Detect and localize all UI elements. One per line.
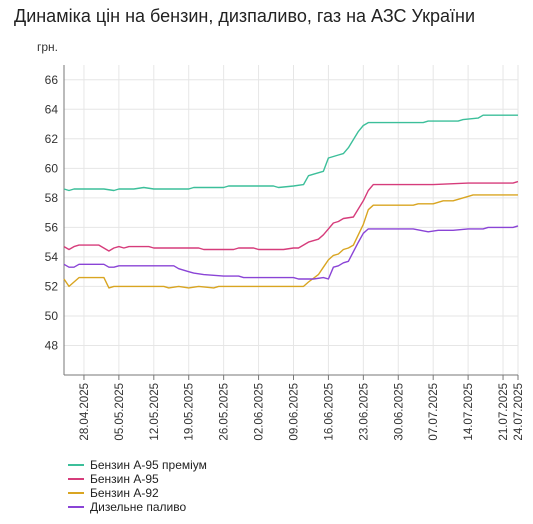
chart-title: Динаміка цін на бензин, дизпаливо, газ н… — [14, 6, 476, 26]
y-tick-label: 62 — [45, 132, 59, 146]
legend-swatch — [68, 478, 84, 480]
y-tick-label: 58 — [45, 191, 59, 205]
legend-swatch — [68, 464, 84, 466]
chart-legend: Бензин А-95 преміум Бензин А-95 Бензин А… — [68, 458, 207, 514]
y-tick-label: 48 — [45, 338, 59, 352]
x-tick-label: 28.04.2025 — [79, 383, 91, 441]
series-line-2 — [63, 180, 519, 252]
series-line-1 — [63, 114, 518, 192]
y-tick-label: 50 — [45, 309, 59, 323]
legend-item[interactable]: Бензин А-95 — [68, 472, 207, 486]
x-tick-label: 30.06.2025 — [393, 383, 405, 441]
x-tick-label: 24.07.2025 — [513, 383, 525, 441]
x-tick-label: 26.05.2025 — [219, 383, 231, 441]
series-line-3 — [63, 194, 518, 289]
legend-swatch — [68, 492, 84, 494]
legend-label: Бензин А-95 преміум — [90, 458, 207, 472]
series-line-4 — [63, 225, 519, 280]
x-tick-label: 14.07.2025 — [463, 383, 475, 441]
x-tick-label: 02.06.2025 — [254, 383, 266, 441]
y-tick-label: 56 — [45, 220, 59, 234]
legend-item[interactable]: Дизельне паливо — [68, 500, 207, 514]
y-tick-label: 66 — [45, 73, 59, 87]
legend-label: Бензин А-95 — [90, 472, 159, 486]
legend-label: Дизельне паливо — [90, 500, 187, 514]
x-tick-label: 12.05.2025 — [149, 383, 161, 441]
y-tick-label: 60 — [45, 161, 59, 175]
legend-item[interactable]: Бензин А-95 преміум — [68, 458, 207, 472]
x-tick-label: 19.05.2025 — [184, 383, 196, 441]
x-tick-label: 21.07.2025 — [498, 383, 510, 441]
y-tick-label: 64 — [45, 102, 59, 116]
x-tick-label: 23.06.2025 — [358, 383, 370, 441]
y-axis-label: грн. — [37, 40, 58, 54]
legend-swatch — [68, 506, 84, 508]
legend-label: Бензин А-92 — [90, 486, 159, 500]
y-tick-label: 52 — [45, 279, 59, 293]
price-line-chart: 48 50 52 54 56 58 60 62 64 66 28.04.2025 05.05.2025… — [37, 40, 525, 441]
y-tick-label: 54 — [45, 250, 59, 264]
x-tick-label: 07.07.2025 — [428, 383, 440, 441]
x-tick-label: 05.05.2025 — [114, 383, 126, 441]
x-tick-label: 09.06.2025 — [288, 383, 300, 441]
x-tick-label: 16.06.2025 — [323, 383, 335, 441]
legend-item[interactable]: Бензин А-92 — [68, 486, 207, 500]
